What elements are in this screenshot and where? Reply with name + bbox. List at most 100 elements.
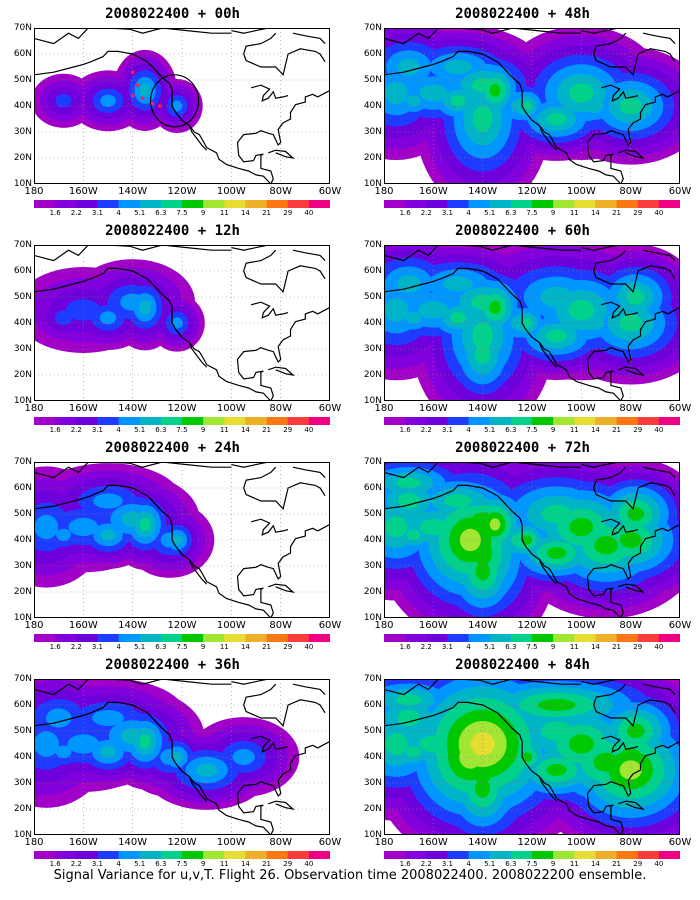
colorbar-label: 40 <box>304 860 314 868</box>
variance-contour <box>139 300 151 315</box>
latitude-label: 10N <box>363 830 382 840</box>
variance-map <box>384 28 680 184</box>
colorbar-label: 29 <box>283 426 293 434</box>
longitude-label: 60W <box>318 403 342 414</box>
longitude-label: 140W <box>118 837 148 848</box>
coastline <box>250 84 289 102</box>
colorbar-swatch <box>308 634 330 642</box>
coastline <box>384 701 622 835</box>
latitude-label: 50N <box>363 509 382 519</box>
colorbar-label: 21 <box>612 643 622 651</box>
colorbar-label: 4 <box>466 860 471 868</box>
coastline <box>231 245 269 251</box>
colorbar-swatch <box>76 634 98 642</box>
variance-contour <box>546 329 567 343</box>
colorbar-swatch <box>182 200 204 208</box>
longitude-label: 120W <box>167 403 197 414</box>
coastline <box>642 32 676 45</box>
coastline <box>236 523 330 618</box>
variance-contour <box>139 517 151 531</box>
colorbar-label: 6.3 <box>505 860 517 868</box>
coastline <box>243 699 326 728</box>
colorbar-label: 4 <box>116 426 121 434</box>
longitude-label: 120W <box>167 186 197 197</box>
longitude-label: 80W <box>269 403 292 414</box>
colorbar-label: 5.1 <box>484 426 496 434</box>
colorbar-swatch <box>426 417 448 425</box>
longitude-label: 120W <box>517 620 547 631</box>
observation-point <box>135 83 140 87</box>
colorbar-label: 14 <box>590 643 600 651</box>
coastline <box>586 89 680 184</box>
colorbar-swatch <box>468 634 491 642</box>
variance-contour <box>92 710 124 726</box>
coastline <box>236 89 330 184</box>
colorbar-swatch <box>55 851 77 859</box>
colorbar-label: 2.2 <box>420 860 432 868</box>
colorbar-label: 9 <box>200 860 206 868</box>
variance-map <box>384 245 680 401</box>
variance-contour <box>397 709 421 727</box>
longitude-label: 180 <box>374 186 394 197</box>
variance-contour <box>489 518 501 531</box>
observation-point <box>130 93 135 98</box>
colorbar-label: 2.2 <box>420 209 432 217</box>
colorbar-swatch <box>447 851 470 859</box>
colorbar-swatch <box>658 417 680 425</box>
variance-contour <box>55 94 72 108</box>
latitude-label: 20N <box>13 587 32 597</box>
colorbar-swatch <box>34 634 56 642</box>
variance-contour <box>619 97 642 115</box>
colorbar-label: 1.6 <box>399 209 411 217</box>
variance-contour <box>489 300 501 314</box>
longitude-label: 60W <box>668 186 692 197</box>
colorbar-label: 9 <box>550 426 556 434</box>
colorbar-swatch <box>447 417 470 425</box>
latitude-label: 30N <box>13 127 32 137</box>
colorbar-swatch <box>97 417 120 425</box>
colorbar-label: 29 <box>633 643 643 651</box>
colorbar-label: 2.2 <box>70 426 82 434</box>
longitude-label: 80W <box>619 403 642 414</box>
variance-contour <box>546 764 567 776</box>
colorbar-swatch <box>266 417 289 425</box>
colorbar-swatch <box>384 851 406 859</box>
colorbar-label: 21 <box>612 209 622 217</box>
longitude-label: 80W <box>619 837 642 848</box>
latitude-label: 70N <box>13 240 32 250</box>
map-panel: 2008022400 + 36h 70N 60N 50N 40N 30N 20N 10N 180… <box>0 657 345 872</box>
longitude-label: 80W <box>269 837 292 848</box>
colorbar-label: 5.1 <box>484 209 496 217</box>
colorbar-label: 3.1 <box>91 426 103 434</box>
variance-map <box>34 679 330 835</box>
colorbar-label: 9 <box>550 860 556 868</box>
latitude-label: 60N <box>13 700 32 710</box>
coastline <box>618 149 646 159</box>
colorbar-swatch <box>118 417 141 425</box>
colorbar-swatch <box>160 851 183 859</box>
colorbar-label: 11 <box>569 426 579 434</box>
variance-contour <box>450 312 466 324</box>
variance-contour <box>100 529 116 541</box>
variance-map <box>384 679 680 835</box>
colorbar-swatch <box>55 200 77 208</box>
colorbar-swatch <box>510 417 533 425</box>
colorbar-swatch <box>182 851 204 859</box>
colorbar-label: 6.3 <box>155 209 167 217</box>
variance-contour <box>626 289 645 305</box>
coastline <box>538 559 558 585</box>
colorbar-swatch <box>595 851 618 859</box>
coastline <box>250 301 289 319</box>
coastline <box>384 484 622 618</box>
panel-title: 2008022400 + 36h <box>105 657 240 673</box>
variance-contour <box>472 105 493 133</box>
colorbar-swatch <box>553 200 575 208</box>
colorbar-label: 14 <box>590 860 600 868</box>
variance-contour <box>406 311 422 324</box>
longitude-label: 100W <box>216 403 246 414</box>
variance-contour <box>56 528 72 541</box>
colorbar-swatch <box>266 200 289 208</box>
colorbar-label: 21 <box>612 426 622 434</box>
latitude-label: 50N <box>363 75 382 85</box>
colorbar-swatch <box>658 851 680 859</box>
